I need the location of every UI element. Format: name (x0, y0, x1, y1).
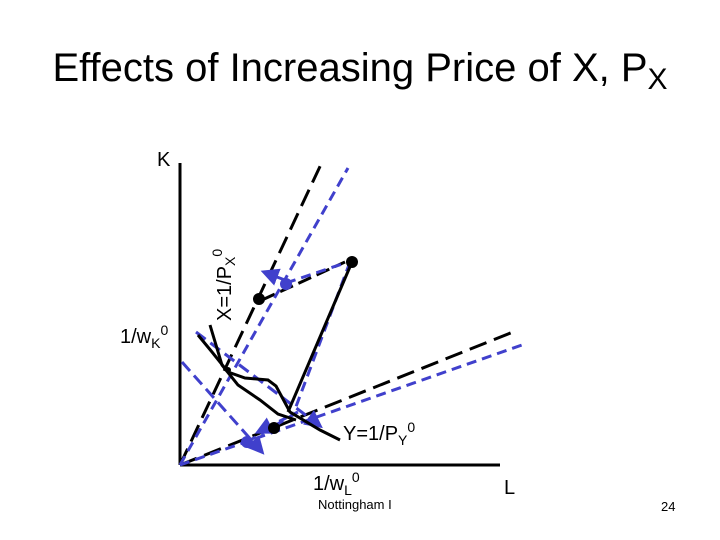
wl-intercept-label: 1/wL0 (313, 469, 360, 498)
x-ray-black (178, 159, 325, 466)
page-number: 24 (661, 499, 676, 514)
y-isoquant (208, 324, 297, 422)
dot-blue-lower (241, 436, 253, 448)
l-axis-label: L (504, 477, 516, 499)
x-isoquant (196, 334, 341, 442)
y-isoquant-label: Y=1/PY0 (343, 419, 416, 448)
wk-intercept-label: 1/wK0 (120, 322, 169, 351)
blue-lower-arrow (254, 410, 299, 434)
k-axis-label: K (157, 149, 171, 171)
dot-black-small (225, 367, 231, 373)
dot-black-upper-right (346, 256, 358, 268)
frontier-segment (286, 261, 354, 413)
y-ray-blue (179, 343, 523, 467)
blue-right-diagonal (292, 261, 352, 413)
blue-connector-upper (285, 260, 349, 285)
y-ray-black (179, 328, 519, 467)
budget-line-black (261, 260, 346, 302)
dot-black-upper-left (253, 293, 265, 305)
slide-title: Effects of Increasing Price of X, PX (52, 46, 668, 96)
dot-blue-upper (280, 278, 292, 290)
x-ray-blue (178, 167, 350, 466)
dot-black-lower (268, 422, 280, 434)
x-isoquant-label: X=1/PX0 (209, 248, 238, 321)
footer-source: Nottingham I (318, 497, 392, 512)
